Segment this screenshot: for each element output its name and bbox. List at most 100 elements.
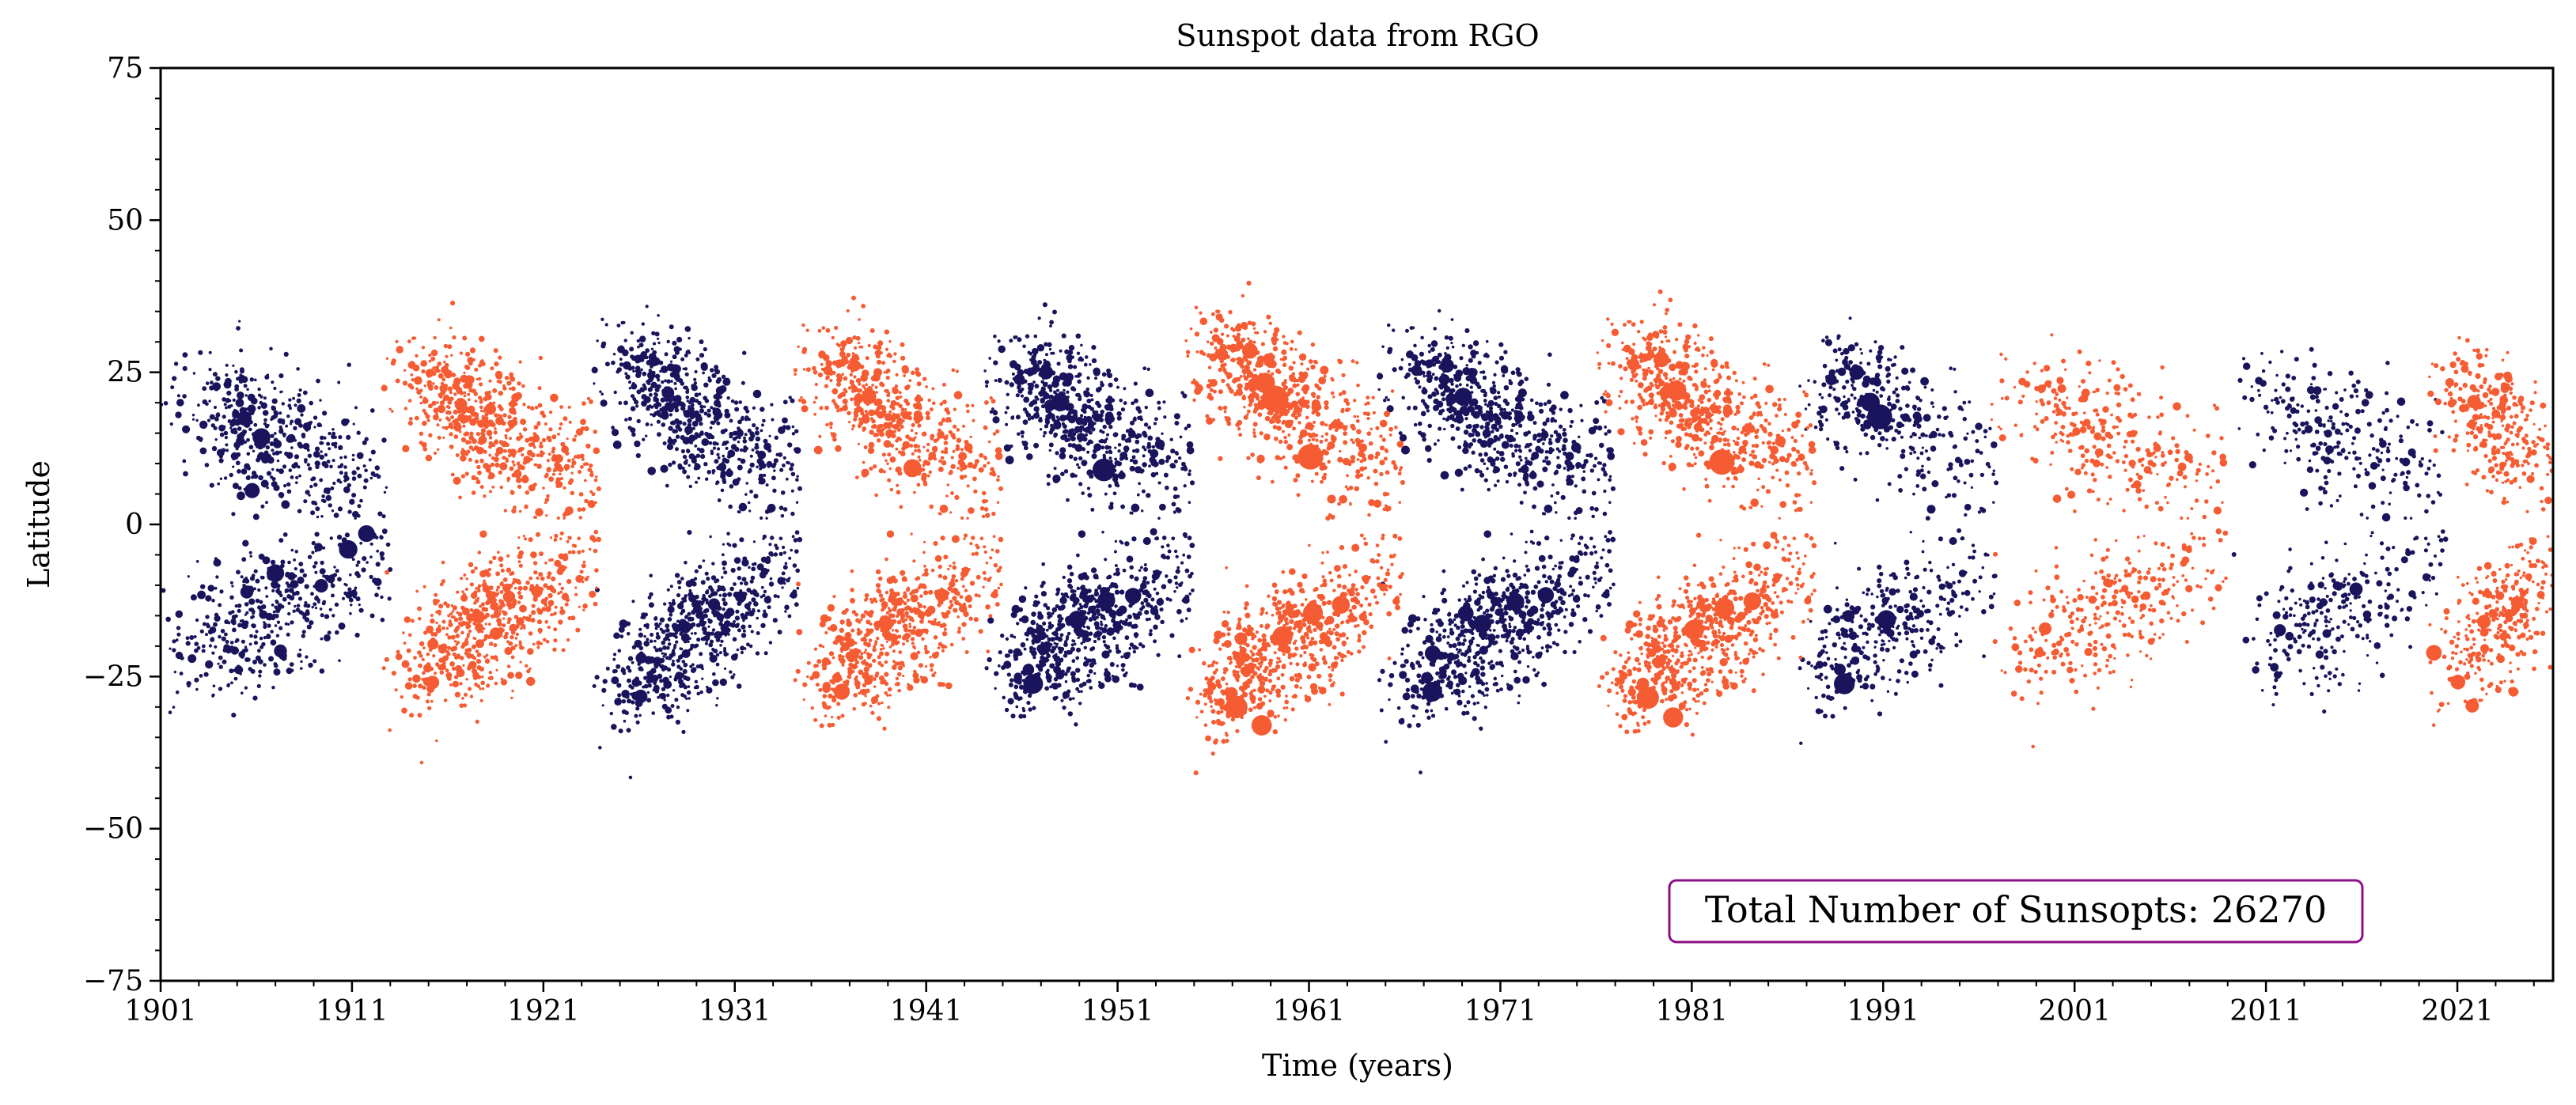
sunspot-point — [771, 464, 776, 468]
sunspot-point — [740, 645, 745, 651]
sunspot-point — [295, 607, 301, 612]
sunspot-point — [616, 698, 621, 702]
sunspot-point — [1051, 351, 1055, 355]
sunspot-point — [720, 488, 725, 493]
sunspot-point — [329, 536, 333, 540]
sunspot-point — [742, 629, 746, 633]
sunspot-point — [225, 640, 229, 644]
sunspot-point — [1091, 427, 1096, 432]
sunspot-point — [790, 471, 796, 477]
sunspot-point — [782, 464, 786, 467]
sunspot-point — [651, 358, 656, 363]
sunspot-point — [1076, 586, 1081, 591]
sunspot-point — [729, 434, 733, 439]
sunspot-point — [195, 560, 199, 563]
sunspot-point — [1068, 615, 1075, 623]
sunspot-point — [1062, 706, 1066, 710]
sunspot-point — [1093, 640, 1097, 643]
sunspot-point — [1041, 562, 1045, 566]
sunspot-point — [702, 371, 705, 375]
sunspot-point — [1104, 558, 1108, 562]
sunspot-point — [778, 551, 783, 557]
sunspot-point — [667, 605, 675, 614]
sunspot-point — [676, 705, 680, 710]
sunspot-point — [1017, 679, 1022, 685]
sunspot-point — [1112, 615, 1116, 619]
sunspot-point — [686, 690, 691, 695]
sunspot-point — [294, 462, 298, 467]
sunspot-point — [1091, 345, 1097, 350]
sunspot-point — [1073, 600, 1078, 604]
sunspot-point — [231, 620, 237, 626]
sunspot-point — [1085, 355, 1089, 359]
sunspot-point — [780, 490, 786, 495]
sunspot-point — [675, 640, 679, 644]
sunspot-point — [328, 431, 331, 436]
sunspot-point — [703, 382, 709, 388]
sunspot-point — [1060, 592, 1064, 596]
sunspot-point — [661, 652, 665, 655]
sunspot-point — [712, 672, 716, 676]
sunspot-point — [746, 588, 752, 592]
sunspot-point — [695, 623, 701, 628]
sunspot-point — [302, 390, 308, 395]
sunspot-point — [267, 572, 275, 581]
sunspot-point — [1026, 701, 1031, 706]
sunspot-point — [701, 667, 704, 671]
sunspot-point — [1116, 483, 1120, 488]
sunspot-point — [1068, 345, 1075, 351]
sunspot-point — [669, 413, 673, 417]
sunspot-point — [1128, 647, 1132, 650]
sunspot-point — [708, 594, 712, 599]
sunspot-point — [660, 365, 669, 373]
sunspot-point — [1129, 565, 1134, 570]
sunspot-point — [714, 580, 718, 584]
sunspot-point — [748, 467, 752, 472]
sunspot-point — [651, 331, 656, 335]
sunspot-point — [742, 556, 748, 562]
sunspot-point — [202, 622, 206, 626]
sunspot-point — [1133, 613, 1139, 619]
sunspot-point — [276, 584, 281, 588]
sunspot-point — [684, 353, 688, 358]
sunspot-point — [1092, 605, 1097, 611]
sunspot-point — [667, 437, 674, 445]
sunspot-point — [1021, 441, 1025, 444]
sunspot-point — [1006, 406, 1010, 410]
sunspot-point — [657, 341, 661, 345]
sunspot-point — [1085, 387, 1090, 392]
sunspot-point — [775, 452, 779, 456]
sunspot-point — [756, 563, 764, 571]
sunspot-point — [1075, 656, 1079, 660]
sunspot-point — [165, 616, 171, 623]
sunspot-point — [256, 457, 260, 463]
sunspot-point — [1059, 625, 1063, 630]
sunspot-point — [664, 402, 673, 411]
sunspot-point — [208, 350, 212, 354]
sunspot-point — [231, 585, 234, 588]
sunspot-point — [1051, 417, 1055, 421]
sunspot-point — [628, 657, 633, 661]
sunspot-point — [1037, 360, 1042, 365]
sunspot-point — [684, 561, 688, 565]
sunspot-point — [722, 592, 728, 598]
sunspot-point — [264, 623, 267, 626]
sunspot-point — [1001, 665, 1006, 670]
sunspot-point — [204, 463, 210, 467]
sunspot-point — [172, 376, 177, 381]
sunspot-point — [326, 615, 330, 619]
sunspot-point — [630, 331, 634, 335]
sunspot-point — [270, 639, 277, 646]
sunspot-point — [1109, 460, 1113, 464]
sunspot-point — [194, 641, 199, 646]
sunspot-point — [1172, 494, 1178, 499]
sunspot-point — [350, 604, 353, 607]
sunspot-point — [1059, 349, 1063, 353]
sunspot-point — [710, 631, 714, 636]
sunspot-point — [248, 420, 253, 425]
sunspot-point — [1028, 367, 1032, 373]
sunspot-point — [225, 406, 228, 410]
sunspot-point — [715, 653, 720, 657]
sunspot-point — [722, 543, 725, 546]
sunspot-point — [696, 691, 700, 696]
